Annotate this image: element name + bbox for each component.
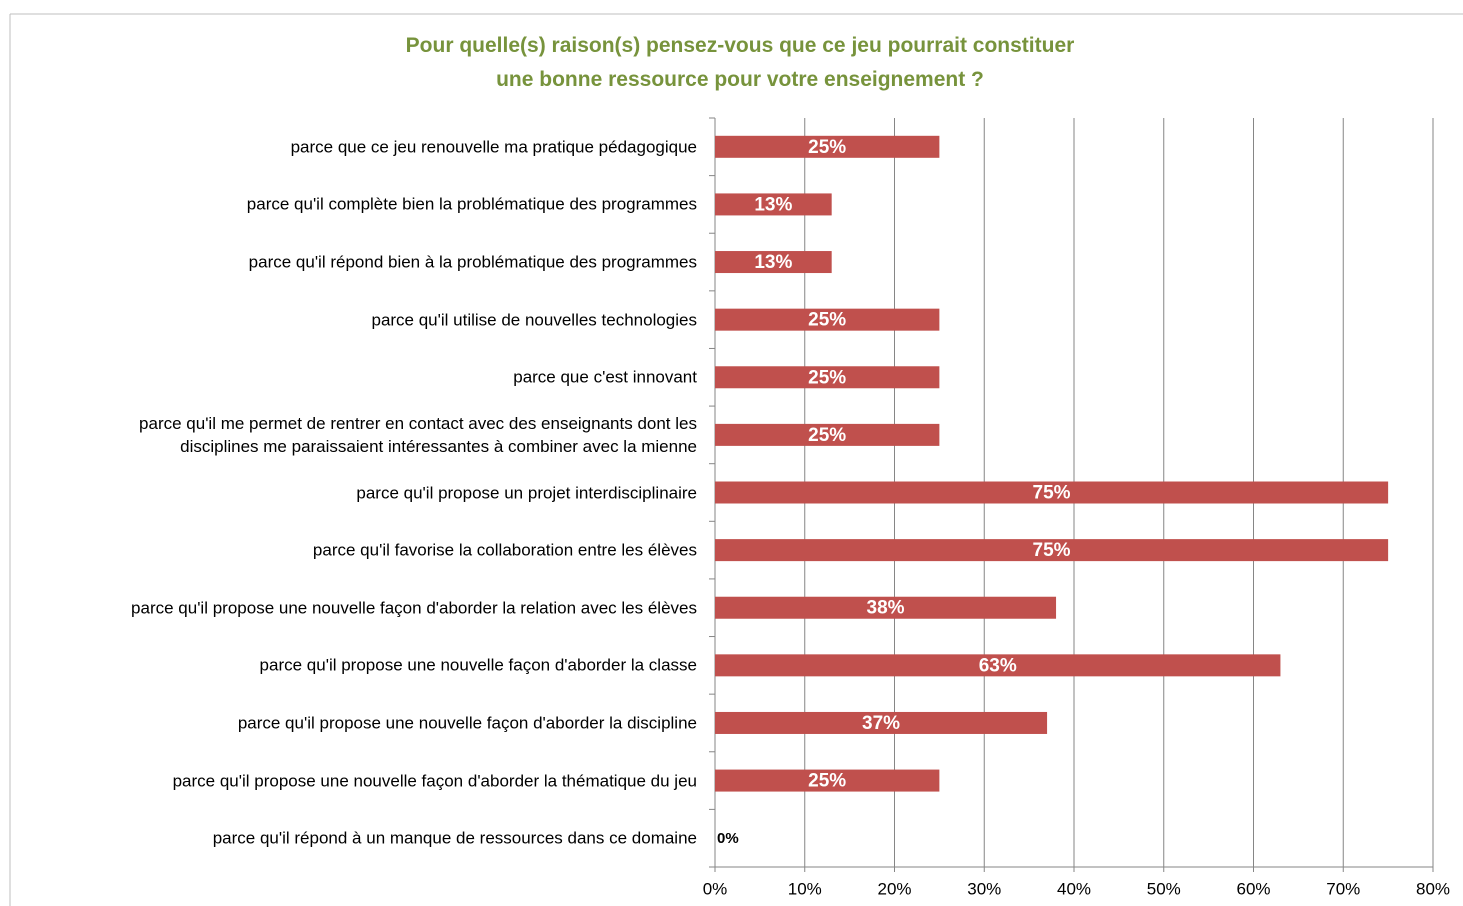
y-tick-label: parce qu'il complète bien la problématiq… xyxy=(246,194,697,214)
bar xyxy=(715,423,940,446)
y-tick-label: parce que c'est innovant xyxy=(513,367,697,387)
y-tick-label: parce qu'il utilise de nouvelles technol… xyxy=(371,310,697,330)
data-label: 25% xyxy=(808,137,846,158)
data-label: 63% xyxy=(979,655,1017,676)
y-tick-label: parce qu'il propose un projet interdisci… xyxy=(356,483,697,502)
x-tick-label: 60% xyxy=(1236,879,1270,898)
bar xyxy=(715,193,832,216)
x-tick-label: 70% xyxy=(1326,879,1360,898)
bar xyxy=(715,251,832,274)
x-tick-label: 40% xyxy=(1057,879,1091,898)
data-label: 75% xyxy=(1033,483,1071,504)
data-label: 25% xyxy=(808,425,846,446)
data-label: 25% xyxy=(808,310,846,331)
data-label: 0% xyxy=(717,830,739,847)
y-tick-label: parce qu'il propose une nouvelle façon d… xyxy=(237,713,697,733)
data-label: 75% xyxy=(1033,540,1071,561)
x-tick-label: 10% xyxy=(788,879,822,898)
x-tick-label: 30% xyxy=(967,879,1001,898)
data-label: 13% xyxy=(754,252,792,273)
y-tick-label: parce qu'il répond à un manque de ressou… xyxy=(212,828,697,848)
bar xyxy=(715,481,1389,504)
data-label: 25% xyxy=(808,771,846,792)
data-label: 25% xyxy=(808,367,846,388)
y-tick-label: parce qu'il propose une nouvelle façon d… xyxy=(259,655,697,675)
data-label: 37% xyxy=(862,713,900,734)
y-tick-label: parce qu'il répond bien à la problématiq… xyxy=(248,252,697,272)
bar xyxy=(715,654,1281,677)
y-tick-label: parce qu'il propose une nouvelle façon d… xyxy=(131,598,697,618)
data-label: 38% xyxy=(867,598,905,619)
x-tick-label: 80% xyxy=(1416,879,1450,898)
x-tick-label: 50% xyxy=(1147,879,1181,898)
bar xyxy=(715,539,1389,562)
y-tick-label: parce qu'il me permet de rentrer en cont… xyxy=(139,413,697,456)
y-tick-label: parce qu'il propose une nouvelle façon d… xyxy=(172,771,697,791)
chart-title: Pour quelle(s) raison(s) pensez-vous que… xyxy=(405,34,1075,91)
data-label: 13% xyxy=(754,194,792,215)
bar xyxy=(715,711,1048,734)
bar xyxy=(715,769,940,792)
bar xyxy=(715,308,940,331)
y-tick-label: parce que ce jeu renouvelle ma pratique … xyxy=(290,137,697,157)
bar xyxy=(715,596,1057,619)
x-tick-label: 20% xyxy=(877,879,911,898)
y-tick-label: parce qu'il favorise la collaboration en… xyxy=(312,540,697,560)
bar xyxy=(715,366,940,389)
x-tick-label: 0% xyxy=(703,879,728,898)
bar xyxy=(715,135,940,158)
